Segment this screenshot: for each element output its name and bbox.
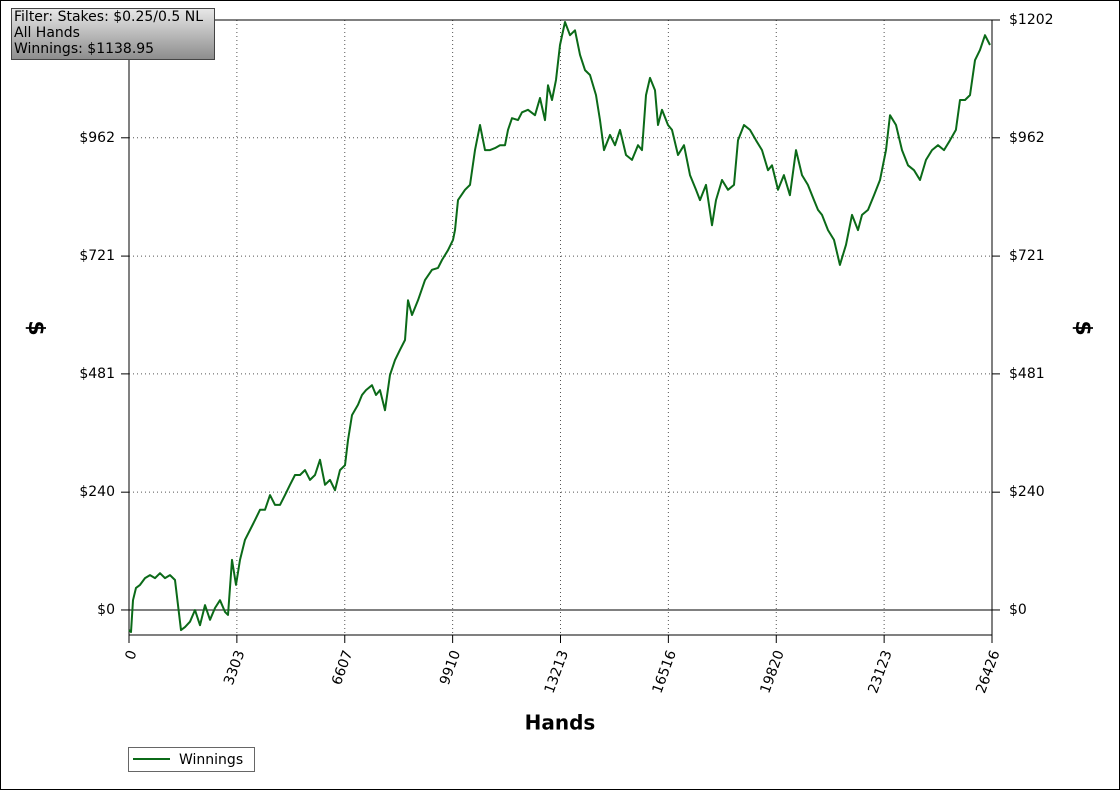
filter-box-bg	[11, 8, 215, 60]
line-series	[128, 21, 991, 634]
y-tick-label: $481	[79, 366, 115, 382]
annotation: Filter: Stakes: $0.25/0.5 NL	[14, 9, 203, 25]
legend-label: Winnings	[179, 752, 243, 768]
y2-tick-label: $240	[1009, 484, 1045, 500]
y2-tick-label: $1202	[1009, 12, 1054, 28]
y2-tick-label: $962	[1009, 130, 1045, 146]
annotation: All Hands	[14, 25, 80, 41]
annotation: Winnings: $1138.95	[14, 41, 154, 57]
y2-tick-label: $0	[1009, 602, 1027, 618]
plot-area	[121, 19, 1000, 643]
y-tick-label: $0	[97, 602, 115, 618]
y-axis-title: $	[23, 320, 48, 335]
y2-tick-label: $721	[1009, 248, 1045, 264]
x-axis-title: Hands	[525, 711, 596, 735]
legend: Winnings	[128, 747, 255, 772]
y2-axis-title: $	[1070, 320, 1095, 335]
y-tick-label: $240	[79, 484, 115, 500]
y-tick-label: $962	[79, 130, 115, 146]
y-tick-label: $721	[79, 248, 115, 264]
filter-box: Filter: Stakes: $0.25/0.5 NL All Hands W…	[11, 8, 215, 60]
y2-tick-label: $481	[1009, 366, 1045, 382]
